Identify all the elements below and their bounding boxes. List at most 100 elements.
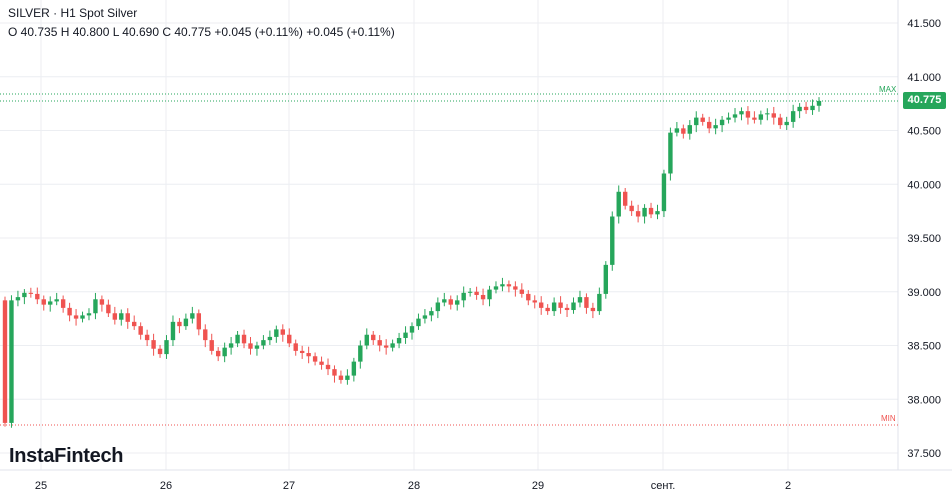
candle[interactable] [532, 295, 537, 309]
candle[interactable] [190, 306, 195, 324]
candle[interactable] [513, 281, 518, 297]
candle[interactable] [254, 341, 260, 356]
candle[interactable] [222, 342, 227, 363]
candle[interactable] [739, 107, 744, 121]
candle[interactable] [719, 115, 725, 133]
candle[interactable] [545, 304, 550, 315]
candle[interactable] [338, 370, 344, 384]
candle[interactable] [584, 293, 589, 314]
candle[interactable] [597, 287, 602, 315]
candle[interactable] [351, 357, 357, 382]
candle[interactable] [784, 116, 789, 130]
candle[interactable] [377, 335, 382, 352]
candle[interactable] [132, 315, 137, 330]
candle[interactable] [41, 295, 46, 311]
candle[interactable] [125, 308, 130, 329]
candle[interactable] [80, 311, 85, 323]
candle[interactable] [694, 111, 699, 133]
candle[interactable] [668, 127, 673, 181]
candle[interactable] [396, 332, 402, 349]
candle[interactable] [655, 204, 660, 220]
candle[interactable] [261, 335, 266, 350]
candle[interactable] [622, 188, 628, 210]
candle[interactable] [610, 211, 615, 271]
candle[interactable] [810, 99, 815, 115]
candle[interactable] [435, 297, 441, 319]
candle[interactable] [732, 108, 738, 123]
candle[interactable] [22, 289, 27, 305]
candle[interactable] [429, 307, 434, 322]
candle[interactable] [551, 297, 557, 316]
candle[interactable] [358, 340, 363, 369]
candle[interactable] [455, 295, 460, 311]
candle[interactable] [700, 113, 705, 126]
candle[interactable] [642, 204, 647, 224]
candle[interactable] [758, 110, 764, 125]
candle[interactable] [325, 358, 331, 376]
candle[interactable] [752, 111, 757, 124]
candle[interactable] [183, 313, 189, 330]
candle[interactable] [306, 346, 311, 364]
candle[interactable] [170, 315, 176, 347]
candle[interactable] [67, 302, 72, 322]
candle[interactable] [681, 124, 686, 139]
candle[interactable] [603, 261, 609, 299]
candle[interactable] [15, 290, 21, 307]
candle[interactable] [138, 322, 143, 340]
candle[interactable] [228, 337, 234, 355]
candle[interactable] [474, 286, 479, 300]
candle[interactable] [93, 292, 98, 320]
candle[interactable] [590, 302, 596, 319]
candle[interactable] [577, 290, 583, 308]
candle[interactable] [35, 287, 40, 305]
candle[interactable] [48, 296, 53, 312]
candle[interactable] [803, 101, 809, 114]
candle[interactable] [816, 97, 822, 112]
candle[interactable] [403, 326, 408, 344]
candle[interactable] [203, 324, 208, 348]
candle[interactable] [177, 318, 182, 334]
candle[interactable] [287, 328, 292, 348]
candle[interactable] [442, 292, 447, 307]
candle[interactable] [112, 306, 118, 325]
candle[interactable] [487, 285, 492, 307]
candle[interactable] [635, 204, 641, 223]
candle[interactable] [9, 295, 14, 428]
candle[interactable] [60, 295, 66, 313]
candle[interactable] [119, 309, 124, 326]
candle[interactable] [293, 339, 298, 356]
candle[interactable] [151, 333, 156, 356]
candle[interactable] [661, 169, 667, 218]
candle[interactable] [2, 296, 8, 427]
candle[interactable] [157, 344, 163, 358]
candle[interactable] [506, 280, 512, 293]
candle[interactable] [312, 352, 318, 366]
candle[interactable] [248, 337, 253, 355]
candle[interactable] [629, 200, 634, 216]
candle[interactable] [144, 329, 150, 347]
candle[interactable] [54, 292, 59, 306]
candle[interactable] [648, 202, 654, 219]
candle[interactable] [99, 295, 105, 312]
candle[interactable] [299, 345, 305, 359]
candle[interactable] [493, 281, 499, 294]
candle[interactable] [332, 365, 337, 383]
candle[interactable] [345, 369, 350, 385]
candle[interactable] [765, 108, 770, 121]
candle[interactable] [280, 324, 285, 342]
candle[interactable] [86, 308, 92, 321]
candle[interactable] [778, 113, 783, 129]
candle[interactable] [480, 288, 486, 306]
price-axis[interactable]: 37.500 38.000 38.500 39.000 39.500 40.000 40.5… [907, 18, 941, 460]
candle[interactable] [571, 297, 576, 314]
candle[interactable] [274, 325, 279, 343]
candle[interactable] [539, 296, 544, 315]
candle[interactable] [771, 106, 776, 125]
candle[interactable] [461, 286, 466, 308]
candle[interactable] [706, 116, 712, 134]
candle[interactable] [500, 277, 505, 292]
candle[interactable] [745, 106, 751, 125]
time-axis[interactable]: 25 26 27 28 29 сент. 2 [35, 480, 791, 492]
candle[interactable] [564, 304, 570, 318]
